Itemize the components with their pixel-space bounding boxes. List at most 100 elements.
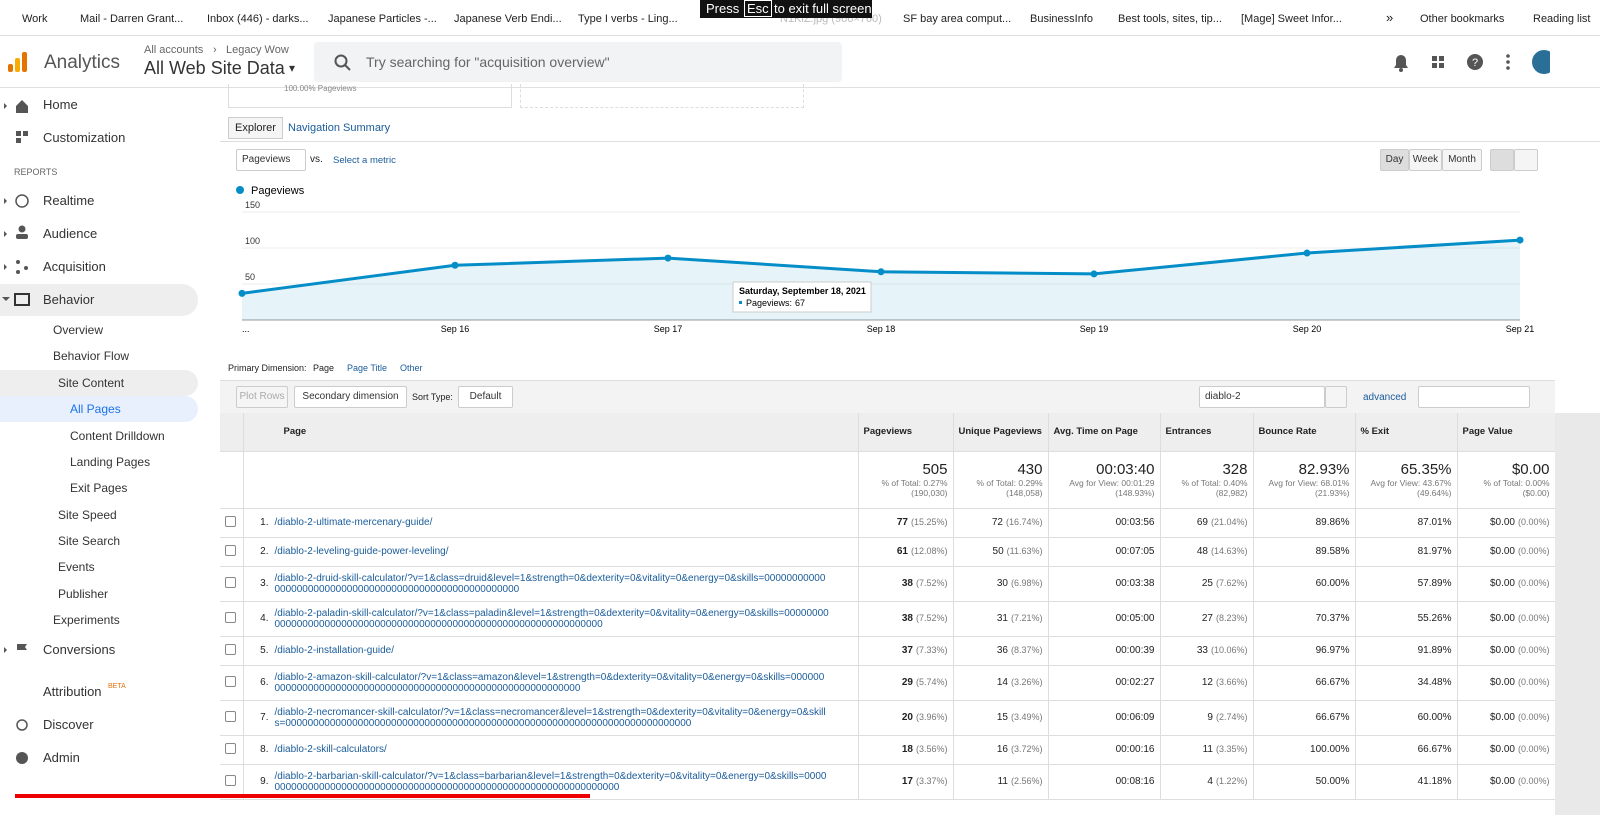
checkbox[interactable] <box>225 611 236 623</box>
select-metric[interactable]: Select a metric <box>333 155 396 166</box>
nav-subitem[interactable]: Site Search <box>58 534 121 548</box>
chart-type-button[interactable] <box>1514 149 1538 171</box>
dimension-option[interactable]: Page Title <box>347 363 388 373</box>
nav-subitem[interactable]: Overview <box>53 323 104 337</box>
view-switcher[interactable] <box>1418 386 1530 408</box>
bookmark[interactable]: BusinessInfo <box>1030 13 1093 25</box>
sort-dropdown[interactable]: Default <box>458 386 513 408</box>
bookmark[interactable]: Japanese Verb Endi... <box>454 13 562 25</box>
header-cell[interactable]: Avg. Time on Page <box>1048 413 1161 452</box>
nav-subitem[interactable]: Landing Pages <box>70 455 151 469</box>
search-box[interactable]: Try searching for "acquisition overview" <box>314 42 842 82</box>
header-cell[interactable]: Pageviews <box>858 413 954 452</box>
nav-subitem[interactable]: Content Drilldown <box>70 429 165 443</box>
nav-subitem[interactable]: Behavior Flow <box>53 349 130 363</box>
advanced-link[interactable]: advanced <box>1363 392 1407 403</box>
bookmark[interactable]: Type I verbs - Ling... <box>578 13 678 25</box>
bookmark[interactable]: [Mage] Sweet Infor... <box>1241 13 1342 25</box>
property-selector[interactable]: All Web Site Data <box>144 58 285 78</box>
breadcrumb[interactable]: Legacy Wow <box>226 44 289 56</box>
cell: 96.97% <box>1253 636 1356 666</box>
metric-pct: (0.00%) <box>1517 744 1550 754</box>
nav-item[interactable]: Home <box>43 97 78 112</box>
header-cell[interactable]: Page Value <box>1457 413 1556 452</box>
bookmark[interactable]: SF bay area comput... <box>903 13 1012 25</box>
page-link[interactable]: /diablo-2-skill-calculators/ <box>274 743 387 755</box>
reading-list[interactable]: Reading list <box>1533 13 1591 25</box>
metric-value: 00:08:16 <box>1115 776 1155 787</box>
metric-value: 66.67% <box>1315 712 1350 723</box>
checkbox[interactable] <box>225 742 236 754</box>
checkbox[interactable] <box>225 576 236 588</box>
cell: 18 (3.56%) <box>858 735 954 765</box>
checkbox[interactable] <box>225 643 236 655</box>
nav-item[interactable]: Discover <box>43 717 94 732</box>
period-button[interactable]: Day <box>1380 149 1409 171</box>
page-link[interactable]: /diablo-2-paladin-skill-calculator/?v=1&… <box>274 607 829 630</box>
metric-value: 50.00% <box>1315 776 1350 787</box>
metric-value: 60.00% <box>1315 578 1350 589</box>
period-button[interactable]: Month <box>1442 149 1482 171</box>
checkbox[interactable] <box>225 774 236 786</box>
bookmark[interactable]: Mail - Darren Grant... <box>80 13 184 25</box>
checkbox[interactable] <box>225 515 236 527</box>
bookmark[interactable]: Japanese Particles -... <box>328 13 437 25</box>
checkbox[interactable] <box>225 710 236 722</box>
secondary-dimension[interactable]: Secondary dimension <box>294 386 407 408</box>
header-cell[interactable]: % Exit <box>1355 413 1458 452</box>
metric-pct: (8.23%) <box>1215 613 1248 623</box>
bookmark[interactable]: Best tools, sites, tip... <box>1118 13 1222 25</box>
cell: 36 (8.37%) <box>953 636 1049 666</box>
nav-subitem[interactable]: All Pages <box>70 402 121 416</box>
plot-rows[interactable]: Plot Rows <box>236 386 288 408</box>
metric-value: 25 <box>1201 578 1213 589</box>
page-link[interactable]: /diablo-2-necromancer-skill-calculator/?… <box>274 706 826 729</box>
checkbox[interactable] <box>225 675 236 687</box>
page-link[interactable]: /diablo-2-barbarian-skill-calculator/?v=… <box>274 770 827 793</box>
nav-item[interactable]: Admin <box>43 750 80 765</box>
header-cell[interactable]: Unique Pageviews <box>953 413 1049 452</box>
bookmark[interactable]: Work <box>22 13 48 25</box>
nav-subitem[interactable]: Site Speed <box>58 508 117 522</box>
page-link[interactable]: /diablo-2-installation-guide/ <box>274 644 395 656</box>
metric-pct: (0.00%) <box>1517 677 1550 687</box>
nav-subitem[interactable]: Events <box>58 560 95 574</box>
metric-dropdown[interactable]: Pageviews <box>236 149 306 171</box>
other-bookmarks[interactable]: Other bookmarks <box>1420 13 1505 25</box>
period-button[interactable]: Week <box>1409 149 1442 171</box>
nav-item[interactable]: Conversions <box>43 642 116 657</box>
nav-item[interactable]: Customization <box>43 130 126 145</box>
nav-subitem[interactable]: Site Content <box>58 376 125 390</box>
page-link[interactable]: /diablo-2-leveling-guide-power-leveling/ <box>274 545 449 557</box>
nav-subitem[interactable]: Publisher <box>58 587 109 601</box>
checkbox[interactable] <box>225 544 236 556</box>
header-cell[interactable]: Bounce Rate <box>1253 413 1356 452</box>
filter-search[interactable] <box>1325 386 1347 408</box>
total-cell: 328% of Total: 0.40% (82,982) <box>1160 451 1254 509</box>
nav-item[interactable]: Realtime <box>43 193 95 208</box>
y-tick-label: 50 <box>245 272 255 282</box>
header-cell[interactable]: Entrances <box>1160 413 1254 452</box>
filter-input[interactable]: diablo-2 <box>1199 386 1325 408</box>
chart-type-button[interactable] <box>1490 149 1514 171</box>
tab[interactable]: Navigation Summary <box>288 122 391 134</box>
dimension-active[interactable]: Page <box>313 363 335 373</box>
tooltip-swatch <box>739 301 742 304</box>
page-link[interactable]: /diablo-2-amazon-skill-calculator/?v=1&c… <box>274 671 825 694</box>
dimension-option[interactable]: Other <box>400 363 423 373</box>
nav-subitem[interactable]: Experiments <box>53 613 120 627</box>
nav-subitem[interactable]: Exit Pages <box>70 481 128 495</box>
nav-item[interactable]: Audience <box>43 226 98 241</box>
page-link[interactable]: /diablo-2-druid-skill-calculator/?v=1&cl… <box>274 572 826 595</box>
header-cell[interactable]: Page <box>243 413 859 452</box>
nav-item[interactable]: Behavior <box>43 292 95 307</box>
bookmark[interactable]: Inbox (446) - darks... <box>207 13 309 25</box>
cell: 55.26% <box>1355 601 1458 637</box>
tab-active[interactable]: Explorer <box>228 117 283 139</box>
nav-item[interactable]: Acquisition <box>43 259 106 274</box>
breadcrumb[interactable]: All accounts <box>144 44 204 56</box>
totals-row: 505% of Total: 0.27% (190,030) 430% of To… <box>220 451 1556 509</box>
nav-item[interactable]: Attribution <box>43 684 102 699</box>
more-bookmarks[interactable]: » <box>1386 10 1394 25</box>
page-link[interactable]: /diablo-2-ultimate-mercenary-guide/ <box>274 516 433 528</box>
